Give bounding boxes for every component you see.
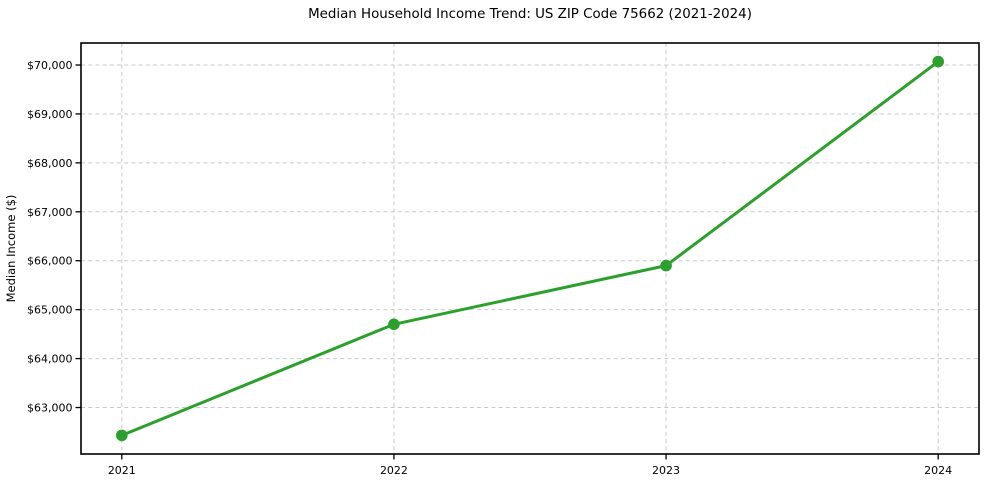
- x-tick-label: 2021: [108, 464, 136, 477]
- y-tick-label: $68,000: [27, 157, 73, 170]
- x-tick-label: 2022: [380, 464, 408, 477]
- axes-group: $63,000 $64,000 $65,000 $66,000 $67,000 $68,0…: [27, 42, 980, 477]
- x-tick-label: 2024: [924, 464, 952, 477]
- data-point-2021: [116, 429, 128, 442]
- series-group: [116, 55, 944, 442]
- y-tick-label: $69,000: [27, 108, 73, 121]
- trend-line: [120, 60, 940, 437]
- y-axis-label: Median Income ($): [4, 195, 18, 303]
- chart-title: Median Household Income Trend: US ZIP Co…: [308, 7, 752, 22]
- x-tick-label: 2023: [652, 464, 680, 477]
- y-tick-label: $70,000: [27, 59, 73, 72]
- y-tick-label: $63,000: [27, 402, 73, 415]
- data-point-2024: [932, 55, 944, 68]
- plot-spines: [80, 42, 980, 455]
- data-point-2023: [660, 259, 672, 272]
- y-tick-label: $66,000: [27, 255, 73, 268]
- y-tick-label: $65,000: [27, 304, 73, 317]
- gridlines-group: [81, 43, 979, 454]
- y-tick-label: $67,000: [27, 206, 73, 219]
- data-point-2022: [388, 318, 400, 331]
- y-tick-label: $64,000: [27, 353, 73, 366]
